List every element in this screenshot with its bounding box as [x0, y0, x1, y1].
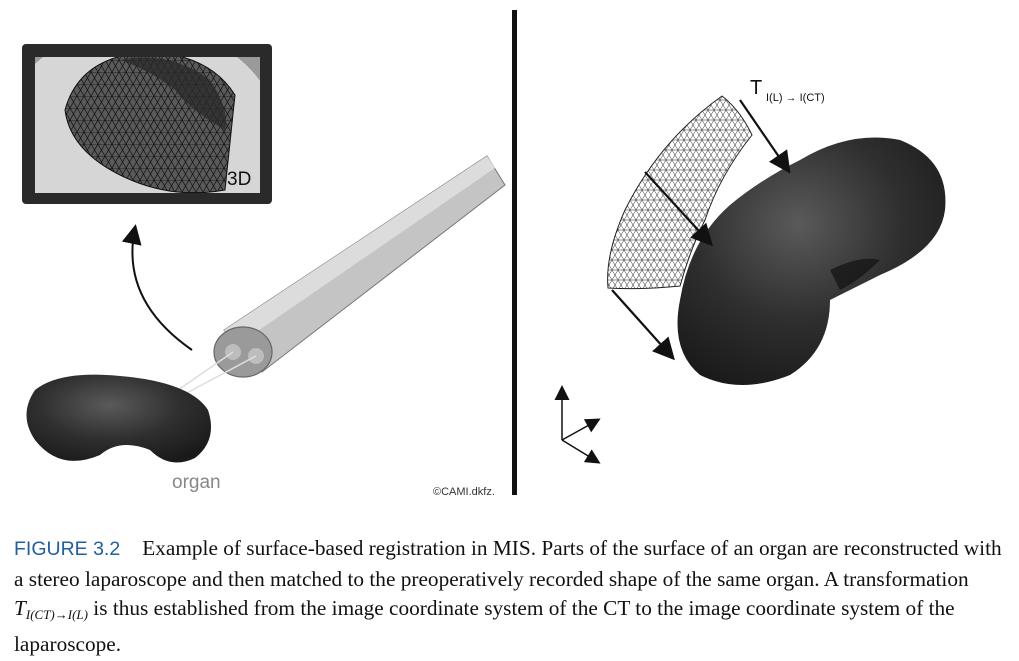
- caption-math-sub: I(CT)→I(L): [25, 607, 88, 622]
- view-arrow: [121, 224, 193, 351]
- figure-caption: FIGURE 3.2 Example of surface-based regis…: [14, 534, 1004, 659]
- caption-math-main: T: [14, 596, 26, 620]
- laparoscope-lens-right: [248, 348, 264, 364]
- monitor: 3D: [22, 44, 272, 204]
- panel-divider: [512, 10, 517, 495]
- organ-label: organ: [172, 472, 221, 493]
- organ-right: [677, 137, 946, 385]
- transform-arrow-2: [644, 171, 713, 247]
- transform-arrow-3: [611, 289, 675, 361]
- laparoscope: [151, 155, 506, 411]
- monitor-3d-label: 3D: [227, 169, 251, 190]
- caption-label: FIGURE 3.2: [14, 538, 121, 560]
- coordinate-axes-icon: [554, 385, 601, 464]
- caption-math: TI(CT)→I(L): [14, 596, 88, 622]
- laparoscope-tip: [213, 326, 273, 378]
- laparoscope-highlight: [224, 156, 495, 346]
- transform-label-subscript: I(L) → I(CT): [766, 92, 825, 104]
- transform-label: T: [750, 77, 762, 99]
- reconstructed-mesh: [607, 95, 753, 290]
- copyright-label: ©CAMI.dkfz.: [433, 486, 495, 498]
- transform-arrow-1: [739, 99, 791, 174]
- caption-text-after: is thus established from the image coord…: [14, 596, 955, 656]
- caption-text-before: Example of surface-based registration in…: [14, 536, 1002, 591]
- organ-right-hilum: [830, 258, 880, 290]
- organ-left: [26, 374, 212, 463]
- figure-illustration: 3D organ ©CAMI.dkfz. T I(L) → I(CT): [22, 10, 946, 498]
- monitor-mesh-view: [35, 57, 260, 193]
